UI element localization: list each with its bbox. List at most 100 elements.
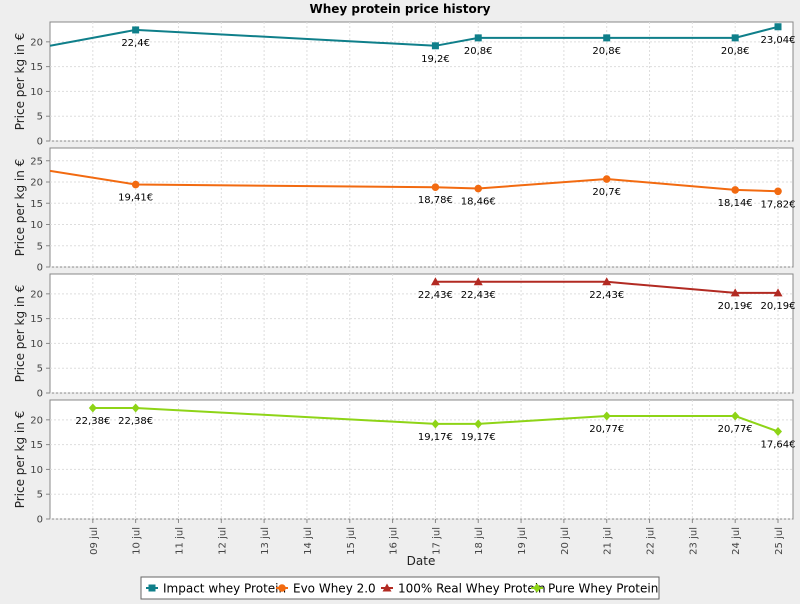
data-label: 20,77€ xyxy=(718,424,753,435)
data-point-marker xyxy=(731,186,739,194)
legend-marker xyxy=(382,583,392,592)
y-tick-label: 10 xyxy=(30,465,43,476)
data-point-marker xyxy=(473,277,483,286)
y-tick-label: 15 xyxy=(30,199,43,210)
x-tick-label: 23 jul xyxy=(688,527,699,555)
data-point-marker xyxy=(430,277,440,286)
data-label: 19,17€ xyxy=(461,432,496,443)
y-tick-label: 0 xyxy=(37,137,43,148)
data-point-marker xyxy=(603,34,611,42)
data-label: 22,4€ xyxy=(121,38,150,49)
data-label: 22,43€ xyxy=(418,290,453,301)
x-tick-label: 14 jul xyxy=(303,527,314,555)
legend-entry-label: Pure Whey Protein xyxy=(548,582,658,596)
data-point-marker xyxy=(730,288,740,297)
data-label: 22,38€ xyxy=(75,416,110,427)
x-tick-label: 17 jul xyxy=(431,527,442,555)
data-point-marker xyxy=(431,183,440,191)
x-tick-label: 24 jul xyxy=(731,527,742,555)
legend-marker xyxy=(533,583,541,593)
data-point-marker xyxy=(131,403,140,413)
x-tick-label: 25 jul xyxy=(774,527,785,555)
y-tick-label: 20 xyxy=(30,289,43,300)
data-label: 20,19€ xyxy=(718,301,753,312)
data-point-marker xyxy=(474,419,483,429)
chart-title: Whey protein price history xyxy=(310,2,491,16)
data-point-marker xyxy=(774,23,782,31)
data-label: 19,17€ xyxy=(418,432,453,443)
x-tick-label: 20 jul xyxy=(560,527,571,555)
y-tick-label: 20 xyxy=(30,178,43,189)
legend-box xyxy=(140,576,660,600)
data-point-marker xyxy=(731,411,740,421)
data-label: 22,43€ xyxy=(461,290,496,301)
legend-entry-label: 100% Real Whey Protein xyxy=(398,582,546,596)
data-label: 19,41€ xyxy=(118,193,153,204)
y-tick-label: 5 xyxy=(37,112,43,123)
data-point-marker xyxy=(431,419,440,429)
data-label: 22,38€ xyxy=(118,416,153,427)
data-label: 18,78€ xyxy=(418,195,453,206)
data-label: 17,82€ xyxy=(761,199,796,210)
data-label: 22,43€ xyxy=(589,290,624,301)
x-tick-label: 10 jul xyxy=(132,527,143,555)
y-tick-label: 0 xyxy=(37,263,43,274)
data-point-marker xyxy=(132,26,140,34)
x-axis-label: Date xyxy=(407,554,436,568)
plot-panel-1 xyxy=(49,21,794,142)
data-label: 17,64€ xyxy=(761,440,796,451)
y-axis-label: Price per kg in € xyxy=(13,33,27,131)
y-tick-label: 15 xyxy=(30,314,43,325)
y-tick-label: 20 xyxy=(30,37,43,48)
data-point-marker xyxy=(602,277,612,286)
x-tick-label: 15 jul xyxy=(346,527,357,555)
data-point-marker xyxy=(774,187,782,196)
data-label: 20,19€ xyxy=(761,301,796,312)
plot-panel-4 xyxy=(49,399,794,520)
data-label: 20,8€ xyxy=(464,46,493,57)
y-tick-label: 0 xyxy=(37,389,43,400)
x-tick-label: 16 jul xyxy=(389,527,400,555)
y-tick-label: 20 xyxy=(30,415,43,426)
data-label: 19,2€ xyxy=(421,54,450,65)
data-label: 20,8€ xyxy=(592,46,621,57)
data-point-marker xyxy=(774,427,783,437)
y-axis-label: Price per kg in € xyxy=(13,285,27,383)
data-point-marker xyxy=(602,175,611,183)
x-tick-label: 11 jul xyxy=(174,527,185,555)
y-tick-label: 25 xyxy=(30,156,43,167)
data-point-marker xyxy=(602,411,611,421)
y-tick-label: 15 xyxy=(30,62,43,73)
x-tick-label: 13 jul xyxy=(260,527,271,555)
y-tick-label: 0 xyxy=(37,515,43,526)
legend-entry-label: Evo Whey 2.0 xyxy=(293,582,376,596)
data-point-marker xyxy=(773,288,783,297)
data-point-marker xyxy=(88,403,97,413)
data-label: 23,04€ xyxy=(761,35,796,46)
x-tick-label: 21 jul xyxy=(603,527,614,555)
y-axis-label: Price per kg in € xyxy=(13,411,27,509)
legend-marker xyxy=(148,584,156,592)
data-label: 20,7€ xyxy=(592,187,621,198)
plot-panel-3 xyxy=(49,273,794,394)
x-tick-label: 09 jul xyxy=(89,527,100,555)
data-point-marker xyxy=(474,34,482,42)
legend-marker xyxy=(278,584,286,592)
y-tick-label: 10 xyxy=(30,87,43,98)
data-label: 18,46€ xyxy=(461,197,496,208)
y-tick-label: 10 xyxy=(30,339,43,350)
data-label: 20,77€ xyxy=(589,424,624,435)
x-tick-label: 19 jul xyxy=(517,527,528,555)
y-tick-label: 5 xyxy=(37,490,43,501)
data-label: 20,8€ xyxy=(721,46,750,57)
data-point-marker xyxy=(731,34,739,42)
x-tick-label: 22 jul xyxy=(646,527,657,555)
data-point-marker xyxy=(131,180,140,189)
data-point-marker xyxy=(474,184,483,193)
y-tick-label: 5 xyxy=(37,364,43,375)
y-tick-label: 15 xyxy=(30,440,43,451)
x-tick-label: 12 jul xyxy=(217,527,228,555)
legend-entry-label: Impact whey Protein xyxy=(163,582,286,596)
